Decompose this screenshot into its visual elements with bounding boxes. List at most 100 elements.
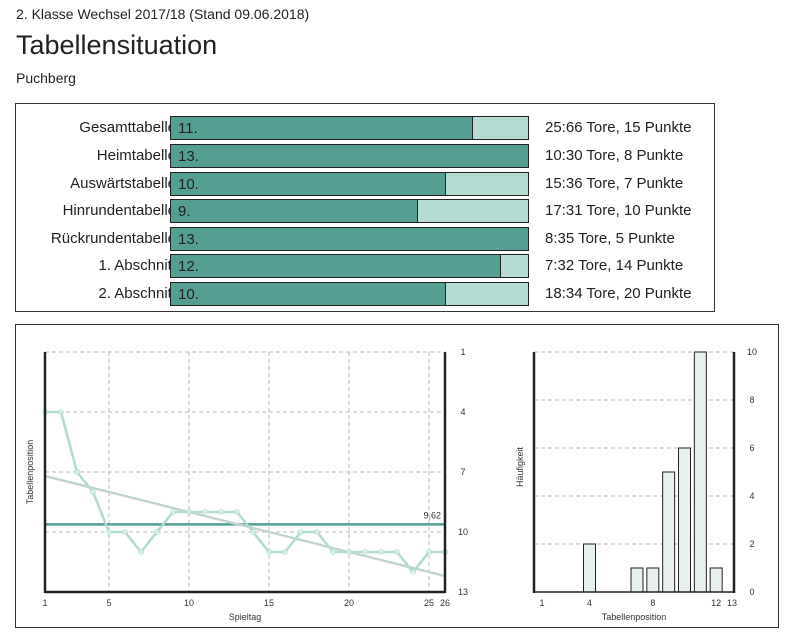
goals-points: 25:66 Tore, 15 Punkte xyxy=(545,119,692,136)
position-point xyxy=(250,529,256,535)
position-bar-fill xyxy=(171,145,528,167)
position-bar: 9. xyxy=(170,199,529,223)
rank-value: 12. xyxy=(178,258,199,275)
hist-y-axis-title: Häufigkeit xyxy=(515,446,525,487)
position-bar: 13. xyxy=(170,227,529,251)
position-point xyxy=(234,509,240,515)
average-label: 9,62 xyxy=(423,510,441,520)
rank-value: 10. xyxy=(178,286,199,303)
hist-bar xyxy=(709,567,723,593)
position-point xyxy=(314,529,320,535)
y-tick-label: 10 xyxy=(458,527,468,537)
page-title: Tabellensituation xyxy=(16,30,218,60)
hist-bar xyxy=(630,567,644,593)
position-point xyxy=(298,529,304,535)
rank-value: 13. xyxy=(178,231,199,248)
x-tick-label: 20 xyxy=(344,598,354,608)
y-tick-label: 13 xyxy=(458,587,468,597)
position-bar: 12. xyxy=(170,254,529,278)
y-tick-label: 1 xyxy=(460,347,465,357)
hist-x-axis-title: Tabellenposition xyxy=(602,612,667,622)
hist-bar xyxy=(583,543,596,593)
charts-svg: 9,621 5 10 15 20 25 261471013SpieltagTabellenp… xyxy=(25,347,757,622)
position-point xyxy=(202,509,208,515)
position-bar-fill xyxy=(171,117,474,139)
hist-x-tick-label: 8 xyxy=(650,598,655,608)
hist-bar xyxy=(662,471,676,593)
table-row: Hinrundentabelle 9. 17:31 Tore, 10 Punkte xyxy=(16,199,716,223)
position-bar-fill xyxy=(171,228,528,250)
x-axis-title: Spieltag xyxy=(229,612,262,622)
position-point xyxy=(378,549,384,555)
hist-y-tick-label: 6 xyxy=(749,443,754,453)
position-point xyxy=(74,469,80,475)
hist-bar xyxy=(678,447,691,593)
goals-points: 17:31 Tore, 10 Punkte xyxy=(545,202,692,219)
position-bar-fill xyxy=(171,173,446,195)
position-point xyxy=(426,549,432,555)
hist-x-tick-label: 4 xyxy=(587,598,592,608)
hist-x-tick-label: 12 xyxy=(711,598,721,608)
hist-y-tick-label: 8 xyxy=(749,395,754,405)
x-tick-label: 5 xyxy=(106,598,111,608)
team-name: Puchberg xyxy=(16,70,76,86)
rank-value: 9. xyxy=(178,203,191,220)
position-bar-fill xyxy=(171,283,446,305)
goals-points: 10:30 Tore, 8 Punkte xyxy=(545,147,684,164)
position-point xyxy=(266,549,272,555)
table-row: Rückrundentabelle 13. 8:35 Tore, 5 Punkte xyxy=(16,227,716,251)
table-label: Hinrundentabelle xyxy=(62,202,176,219)
position-point xyxy=(90,489,96,495)
position-point xyxy=(394,549,400,555)
rank-value: 10. xyxy=(178,176,199,193)
charts-panel: 9,62 1 5 10 15 20 25 26 1 4 7 10 13 Spieltag Tabellenp… xyxy=(15,324,779,628)
x-tick-label: 25 xyxy=(424,598,434,608)
table-label: Auswärtstabelle xyxy=(70,175,176,192)
position-point xyxy=(410,569,416,575)
goals-points: 8:35 Tore, 5 Punkte xyxy=(545,230,675,247)
x-tick-label: 26 xyxy=(440,598,450,608)
table-positions-panel: Gesamttabelle 11. 25:66 Tore, 15 Punkte Hei… xyxy=(15,103,715,312)
rank-value: 11. xyxy=(178,120,198,137)
y-tick-label: 4 xyxy=(460,407,465,417)
hist-bar xyxy=(693,351,707,593)
table-label: 2. Abschnitt xyxy=(98,285,176,302)
position-point xyxy=(186,509,192,515)
hist-y-tick-label: 0 xyxy=(749,587,754,597)
table-label: 1. Abschnitt xyxy=(98,257,176,274)
x-tick-label: 10 xyxy=(184,598,194,608)
trend-line xyxy=(44,474,446,578)
table-label: Heimtabelle xyxy=(96,147,176,164)
position-point xyxy=(330,549,336,555)
hist-x-tick-label: 13 xyxy=(727,598,737,608)
table-row: Heimtabelle 13. 10:30 Tore, 8 Punkte xyxy=(16,144,716,168)
hist-y-tick-label: 4 xyxy=(749,491,754,501)
position-bar: 10. xyxy=(170,172,529,196)
position-point xyxy=(218,509,224,515)
table-label: Gesamttabelle xyxy=(79,119,176,136)
position-point xyxy=(282,549,288,555)
position-point xyxy=(170,509,176,515)
position-point xyxy=(106,529,112,535)
position-bar: 13. xyxy=(170,144,529,168)
position-point xyxy=(122,529,128,535)
league-subtitle: 2. Klasse Wechsel 2017/18 (Stand 09.06.2… xyxy=(16,6,310,22)
goals-points: 18:34 Tore, 20 Punkte xyxy=(545,285,692,302)
position-bar-fill xyxy=(171,200,419,222)
table-row: Auswärtstabelle 10. 15:36 Tore, 7 Punkte xyxy=(16,172,716,196)
x-tick-label: 1 xyxy=(42,598,47,608)
table-row: 2. Abschnitt 10. 18:34 Tore, 20 Punkte xyxy=(16,282,716,306)
y-axis-title: Tabellenposition xyxy=(25,440,35,505)
y-tick-label: 7 xyxy=(460,467,465,477)
position-point xyxy=(58,409,64,415)
position-point xyxy=(346,549,352,555)
position-point xyxy=(154,529,160,535)
position-bar-fill xyxy=(171,255,501,277)
table-row: Gesamttabelle 11. 25:66 Tore, 15 Punkte xyxy=(16,116,716,140)
position-point xyxy=(362,549,368,555)
x-tick-label: 15 xyxy=(264,598,274,608)
hist-x-tick-label: 1 xyxy=(539,598,544,608)
hist-y-tick-label: 10 xyxy=(747,347,757,357)
position-bar: 10. xyxy=(170,282,529,306)
table-row: 1. Abschnitt 12. 7:32 Tore, 14 Punkte xyxy=(16,254,716,278)
